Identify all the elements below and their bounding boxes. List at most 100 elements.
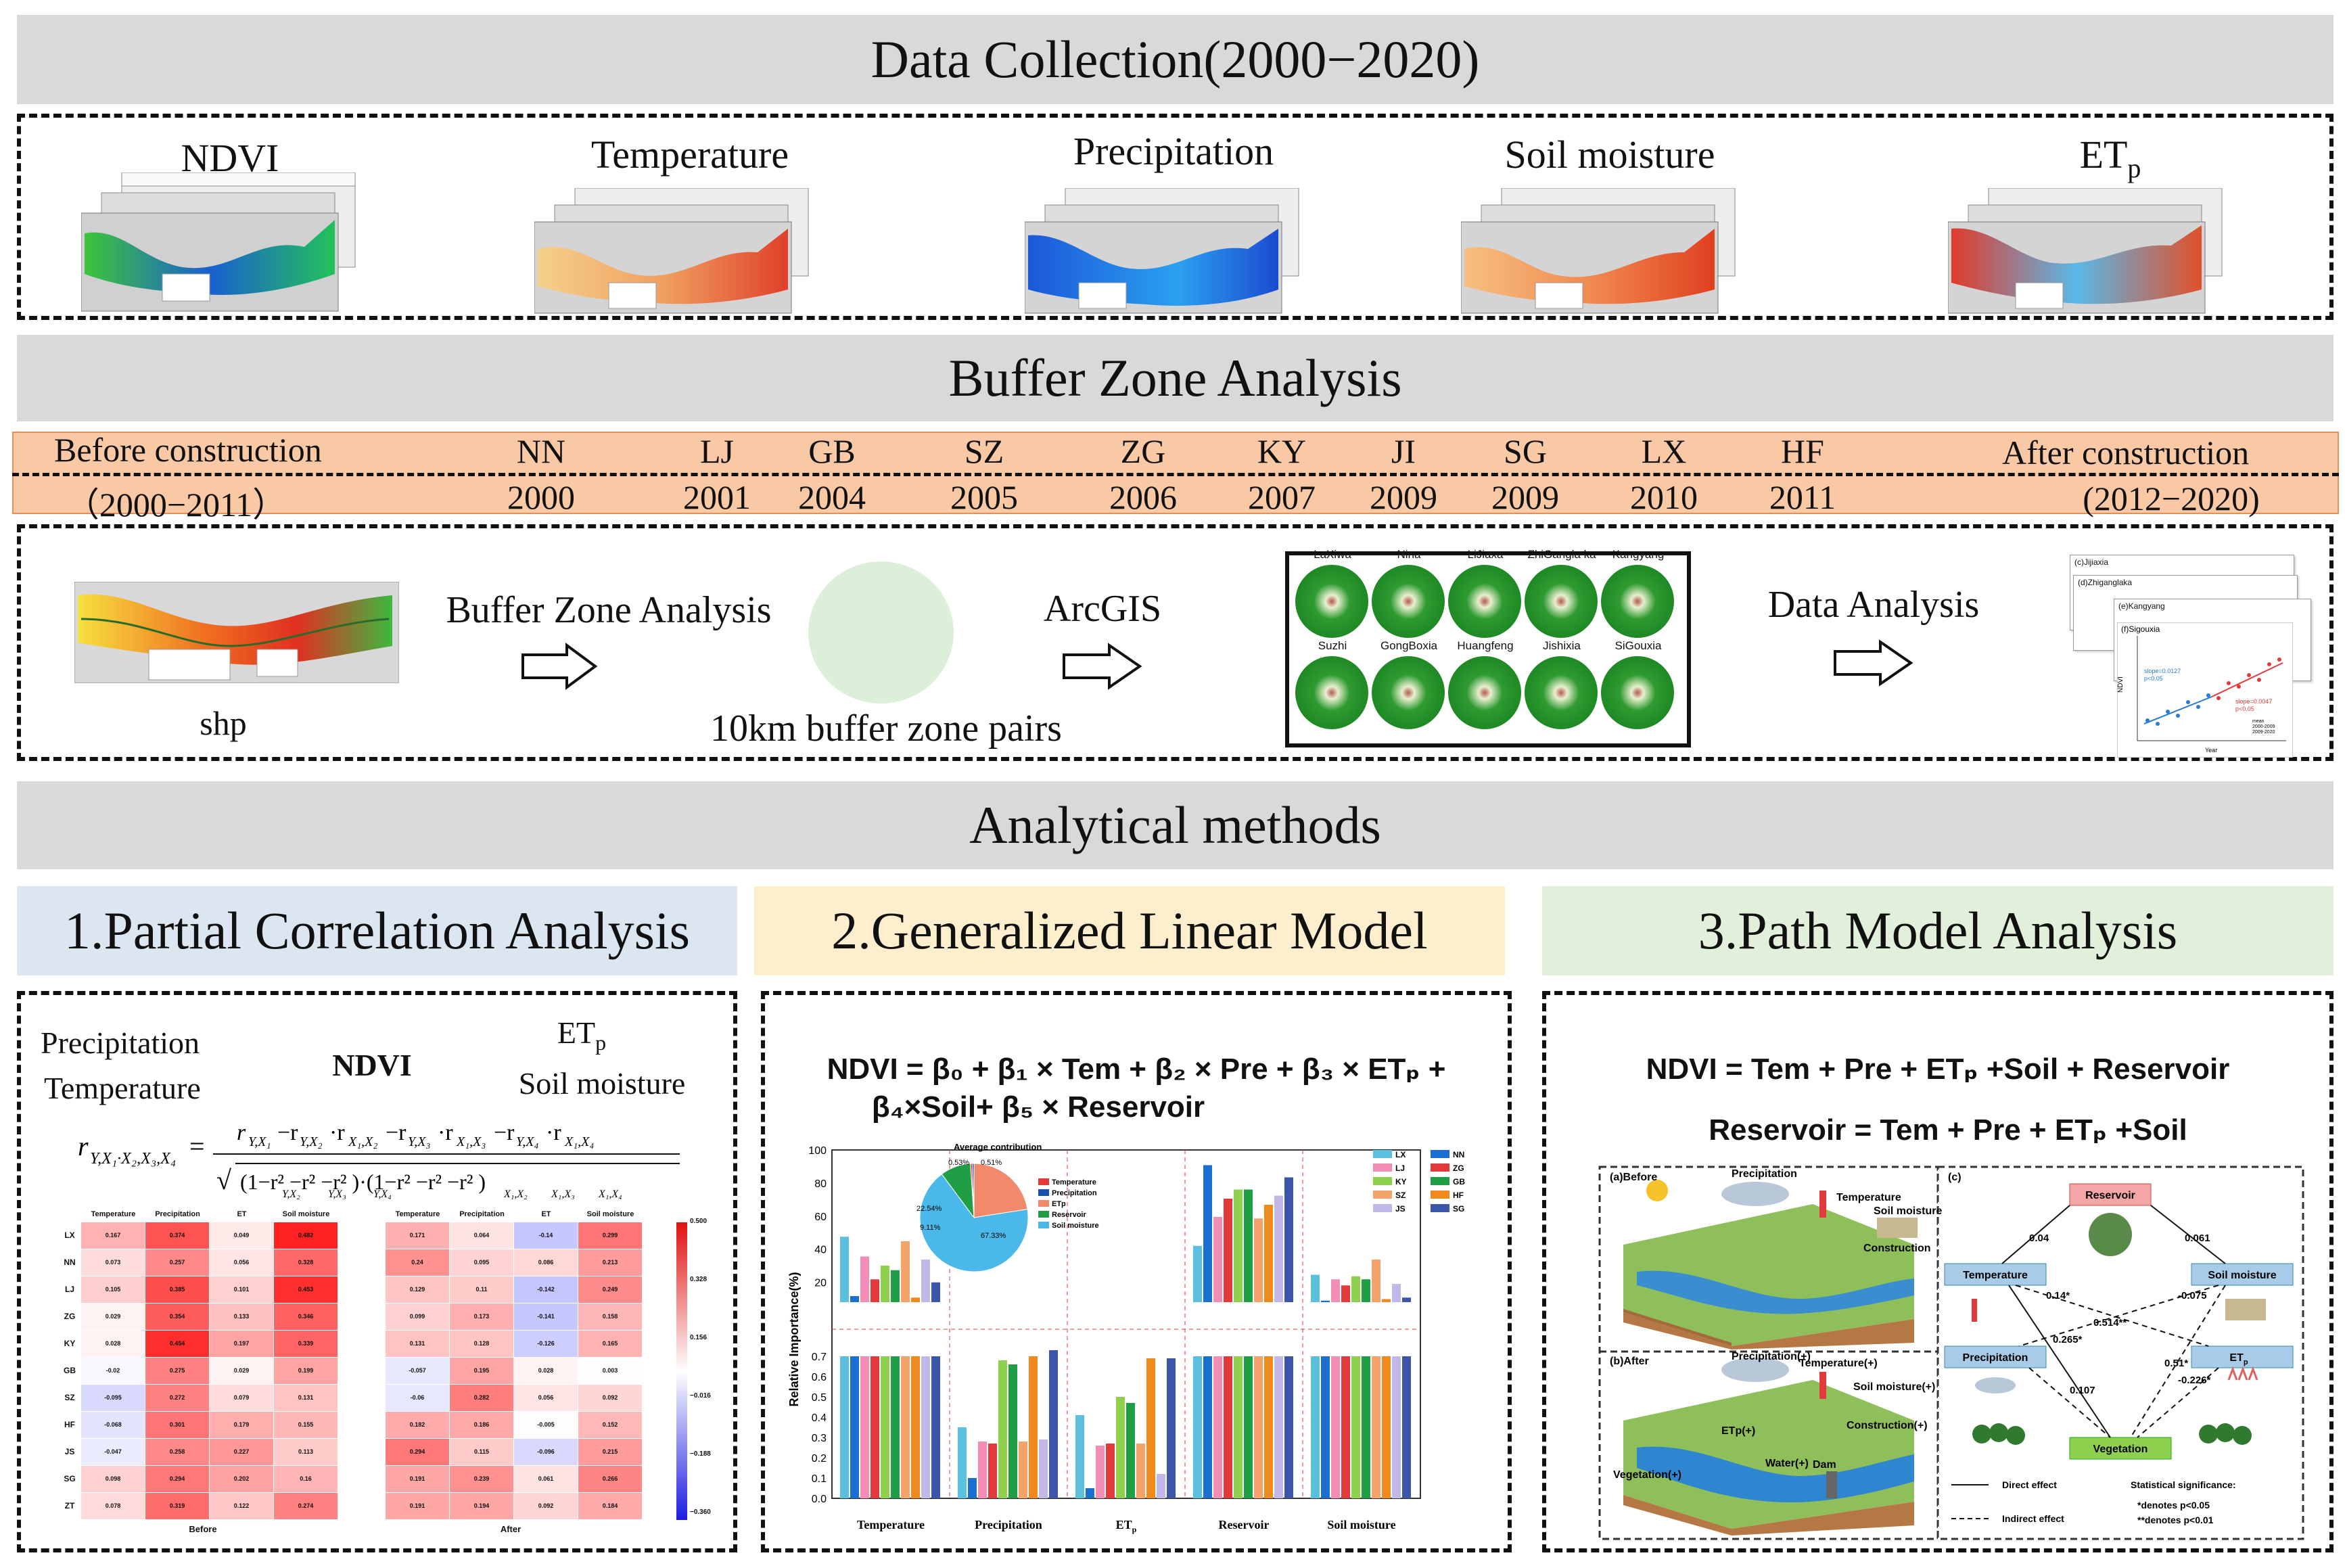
cloud-icon	[1721, 1358, 1789, 1382]
svg-text:0.514**: 0.514**	[2093, 1317, 2127, 1329]
importance-bar	[881, 1266, 889, 1302]
svg-text:√: √	[216, 1165, 231, 1195]
svg-text:ETp(+): ETp(+)	[1721, 1425, 1755, 1437]
thermometer-icon	[1819, 1191, 1826, 1218]
pie-legend-swatch	[1038, 1178, 1049, 1185]
importance-bar	[1402, 1297, 1411, 1302]
heatmap-cell: 0.257	[145, 1249, 209, 1276]
heatmap-cell: 0.056	[514, 1385, 578, 1411]
dataset-soil-title: Soil moisture	[1504, 133, 1715, 177]
svg-text:Construction(+): Construction(+)	[1847, 1420, 1928, 1431]
bar-legend-label: LX	[1395, 1150, 1406, 1159]
svg-text:X₁,X₂: X₁,X₂	[348, 1134, 377, 1149]
heatmap-cell: 0.131	[386, 1331, 449, 1357]
heatmap-cell: -0.14	[514, 1222, 578, 1249]
y-tick-bottom: 0.5	[812, 1392, 827, 1404]
dataset-temperature-title: Temperature	[590, 133, 789, 177]
heatmap-cell: 0.171	[386, 1222, 449, 1249]
precipitation-map-stack	[1025, 188, 1299, 314]
importance-bar	[1311, 1274, 1320, 1302]
importance-bar-continued	[1311, 1356, 1320, 1498]
data-analysis-label: Data Analysis	[1767, 584, 1980, 626]
section-buffer-zone: Buffer Zone Analysis	[17, 335, 2334, 421]
heatmap-cell: 0.249	[578, 1276, 642, 1303]
site-label: Suzhi	[1318, 639, 1347, 652]
soil-moisture-map-stack	[1461, 188, 1736, 314]
svg-text:mean: mean	[2252, 719, 2265, 724]
site-buffer-circle	[1372, 565, 1445, 638]
heatmap-cell: 0.272	[145, 1385, 209, 1411]
importance-bar	[1019, 1442, 1027, 1498]
importance-bar-continued	[1234, 1356, 1243, 1498]
shp-map-thumbnail	[74, 582, 399, 683]
importance-bar-continued	[1372, 1356, 1380, 1498]
heatmap-cell: 0.029	[210, 1358, 273, 1384]
bar-legend-swatch	[1431, 1163, 1449, 1172]
pc-precipitation-label: Precipitation	[41, 1025, 200, 1060]
pie-legend-swatch	[1038, 1200, 1049, 1207]
heatmap-cell: 0.274	[274, 1493, 338, 1519]
site-buffer-circle	[1448, 656, 1521, 729]
heatmap-col-header: Precipitation	[155, 1210, 200, 1218]
importance-bar	[1362, 1279, 1370, 1302]
heatmap-row-label: KY	[64, 1339, 76, 1348]
partial-correlation-formula: r Y,X₁·X₂,X₃,X₄ = r Y,X₁ −r Y,X₂ ·r X₁,X…	[78, 1120, 680, 1200]
trend-panel-f: (f)Sigouxia	[2121, 624, 2160, 634]
heatmap-row-label: SZ	[64, 1393, 75, 1402]
svg-text:r: r	[78, 1131, 89, 1161]
bar-legend-swatch	[1373, 1163, 1392, 1172]
path-model-diagram: (a)Before Precipitation Temperature Soil…	[1598, 1166, 2304, 1540]
importance-bar-continued	[921, 1356, 930, 1498]
importance-bar-continued	[1402, 1356, 1411, 1498]
bar-legend-label: SG	[1453, 1204, 1464, 1214]
heatmap-cell: 0.101	[210, 1276, 273, 1303]
bar-legend-label: GB	[1453, 1177, 1465, 1186]
heatmap-col-header: Temperature	[395, 1210, 440, 1218]
importance-bar-continued	[870, 1356, 879, 1498]
y-tick-top: 80	[814, 1178, 827, 1190]
heatmap-cell: 0.078	[81, 1493, 145, 1519]
y-axis-label: Relative Importance(%)	[787, 1272, 801, 1406]
importance-bar	[1244, 1189, 1253, 1302]
site-label: Huangfeng	[1457, 639, 1514, 652]
y-tick-bottom: 0.6	[812, 1372, 827, 1383]
heatmap-row-label: ZG	[64, 1312, 76, 1321]
heatmap-cell: -0.068	[81, 1412, 145, 1438]
timeline-divider	[12, 473, 2339, 476]
svg-text:Indirect effect: Indirect effect	[2002, 1513, 2064, 1524]
station-year: 2007	[1248, 478, 1316, 516]
heatmap-cell: 0.079	[210, 1385, 273, 1411]
bar-legend-swatch	[1373, 1150, 1392, 1158]
arcgis-label: ArcGIS	[1043, 588, 1162, 630]
group-label: ETp	[1116, 1518, 1137, 1534]
importance-bar	[1126, 1403, 1135, 1498]
svg-text:p<0.05: p<0.05	[2144, 675, 2163, 682]
heatmap-cell: 0.374	[145, 1222, 209, 1249]
bar-legend-swatch	[1373, 1204, 1392, 1212]
bar-legend-label: LJ	[1395, 1163, 1405, 1173]
station-code: LX	[1641, 432, 1687, 470]
svg-text:X₁,X₂: X₁,X₂	[503, 1189, 528, 1200]
importance-bar	[891, 1270, 900, 1302]
importance-bar	[840, 1237, 849, 1302]
heatmap-cell: 0.191	[386, 1493, 449, 1519]
importance-bar	[1049, 1350, 1058, 1498]
site-label: GongBoxia	[1380, 639, 1438, 652]
colorbar-tick: 0.156	[690, 1334, 707, 1341]
svg-text:−r: −r	[386, 1120, 407, 1145]
ndvi-map-stack	[81, 172, 356, 312]
bar-legend-swatch	[1431, 1204, 1449, 1212]
heatmap-row-label: ZT	[64, 1501, 75, 1511]
svg-text:Statistical significance:: Statistical significance:	[2131, 1479, 2236, 1490]
bar-legend-swatch	[1431, 1150, 1449, 1158]
pie-legend-swatch	[1038, 1222, 1049, 1228]
importance-bar-continued	[1382, 1356, 1391, 1498]
station-code: HF	[1781, 432, 1824, 470]
heatmap-cell: 0.105	[81, 1276, 145, 1303]
bar-legend-label: HF	[1453, 1191, 1464, 1200]
bar-legend-label: JS	[1395, 1204, 1406, 1214]
cloud-icon	[1975, 1377, 2016, 1393]
heatmap-cell: 0.266	[578, 1466, 642, 1492]
importance-bar	[1224, 1199, 1232, 1302]
heatmap-cell: 0.194	[450, 1493, 513, 1519]
